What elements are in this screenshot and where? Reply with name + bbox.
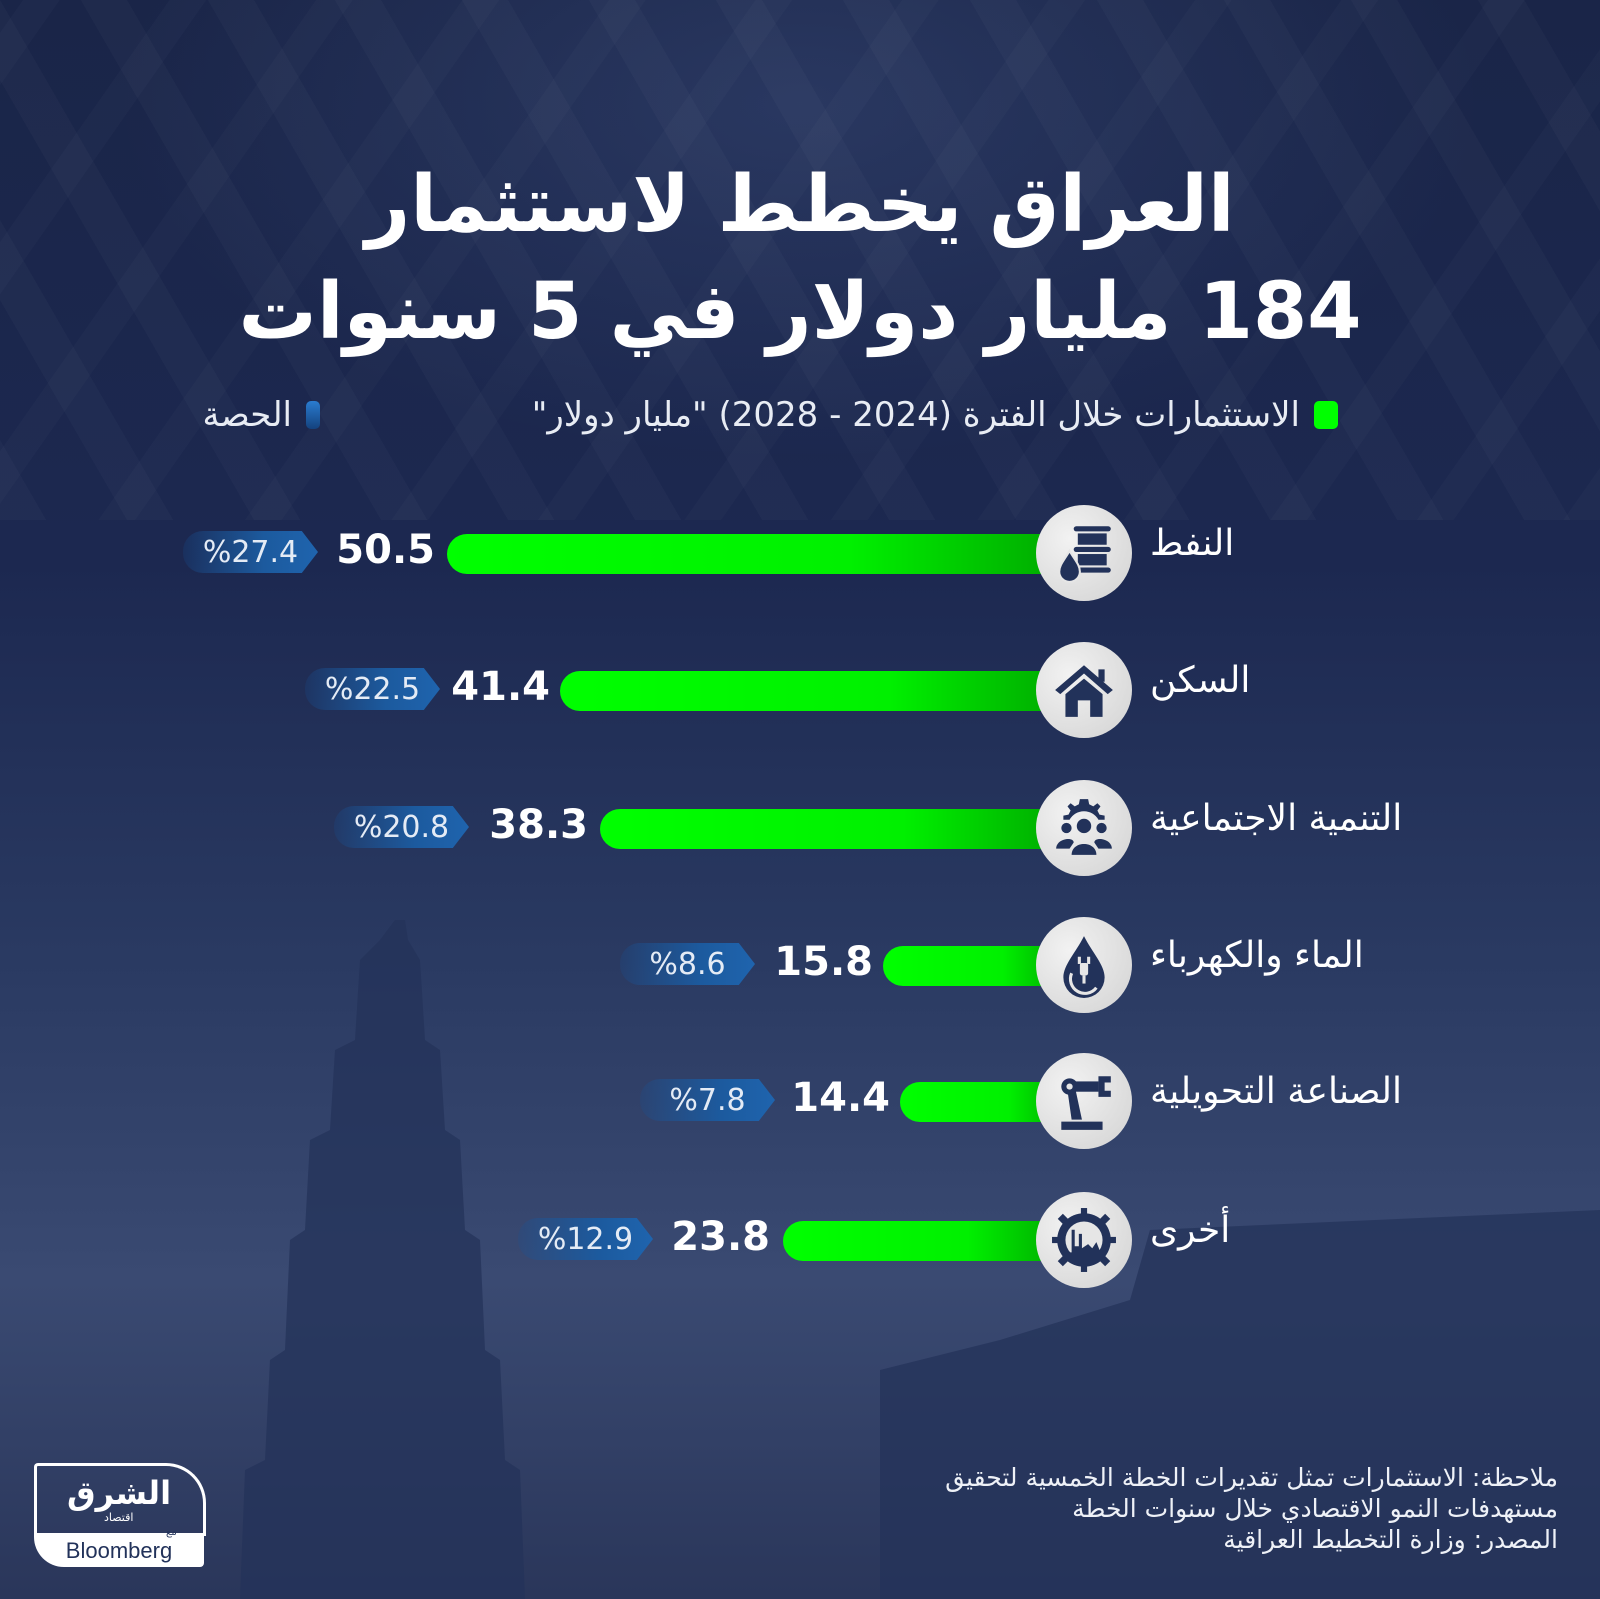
category-label: التنمية الاجتماعية [1150,798,1403,839]
water-plug-icon [1036,917,1132,1013]
bar-value: 50.5 [336,527,435,573]
category-label: الماء والكهرباء [1150,935,1364,976]
oil-barrel-icon [1036,505,1132,601]
share-tag: %22.5 [305,668,440,710]
bar-row-water-electricity: %8.6 15.8 الماء والكهرباء [0,917,1600,1017]
title-line-2: 184 مليار دولار في 5 سنوات [238,267,1362,357]
category-label: أخرى [1150,1210,1231,1251]
robot-arm-icon [1036,1053,1132,1149]
source-line: المصدر: وزارة التخطيط العراقية [1223,1525,1558,1554]
legend-blue-swatch [306,401,320,429]
note-line-2: مستهدفات النمو الاقتصادي خلال سنوات الخط… [1072,1494,1558,1523]
bar-value: 14.4 [791,1075,890,1121]
investment-bar [600,809,1067,849]
people-gear-icon [1036,780,1132,876]
legend-share: الحصة [203,395,320,435]
logo-sub: اقتصاد [104,1511,134,1524]
bar-value: 41.4 [451,664,550,710]
bar-value: 15.8 [774,939,873,985]
logo-arabic: الشرق [66,1474,172,1512]
share-tag: %20.8 [334,806,469,848]
background-money-image [0,0,1600,520]
investment-bar [560,671,1067,711]
legend-green-swatch [1314,401,1338,429]
share-tag: %12.9 [518,1218,653,1260]
legend-investments-label: الاستثمارات خلال الفترة (2024 - 2028) "م… [531,395,1300,435]
category-label: السكن [1150,660,1251,701]
factory-gear-icon [1036,1192,1132,1288]
bar-value: 38.3 [489,802,588,848]
background-minaret-image [240,920,1600,1599]
legend-investments: الاستثمارات خلال الفترة (2024 - 2028) "م… [532,395,1338,435]
category-label: الصناعة التحويلية [1150,1071,1403,1112]
share-tag: %7.8 [640,1079,775,1121]
footer-note: ملاحظة: الاستثمارات تمثل تقديرات الخطة ا… [858,1462,1558,1555]
bar-row-other: %12.9 23.8 أخرى [0,1192,1600,1292]
logo-with: مع [166,1527,177,1538]
bar-value: 23.8 [671,1214,770,1260]
title-line-1: العراق يخطط لاستثمار [365,160,1235,250]
investment-bar [447,534,1067,574]
bar-row-oil: %27.4 50.5 النفط [0,505,1600,605]
share-tag: %8.6 [620,943,755,985]
bar-row-housing: %22.5 41.4 السكن [0,642,1600,742]
logo-brand: Bloomberg [65,1538,173,1563]
note-line-1: ملاحظة: الاستثمارات تمثل تقديرات الخطة ا… [945,1463,1558,1492]
house-icon [1036,642,1132,738]
legend-share-label: الحصة [202,395,292,435]
asharq-bloomberg-logo: الشرق اقتصاد مع Bloomberg [34,1463,206,1569]
category-label: النفط [1150,523,1235,564]
bar-row-manufacturing: %7.8 14.4 الصناعة التحويلية [0,1053,1600,1153]
share-tag: %27.4 [183,531,318,573]
bar-row-social-development: %20.8 38.3 التنمية الاجتماعية [0,780,1600,880]
investment-bar [783,1221,1067,1261]
